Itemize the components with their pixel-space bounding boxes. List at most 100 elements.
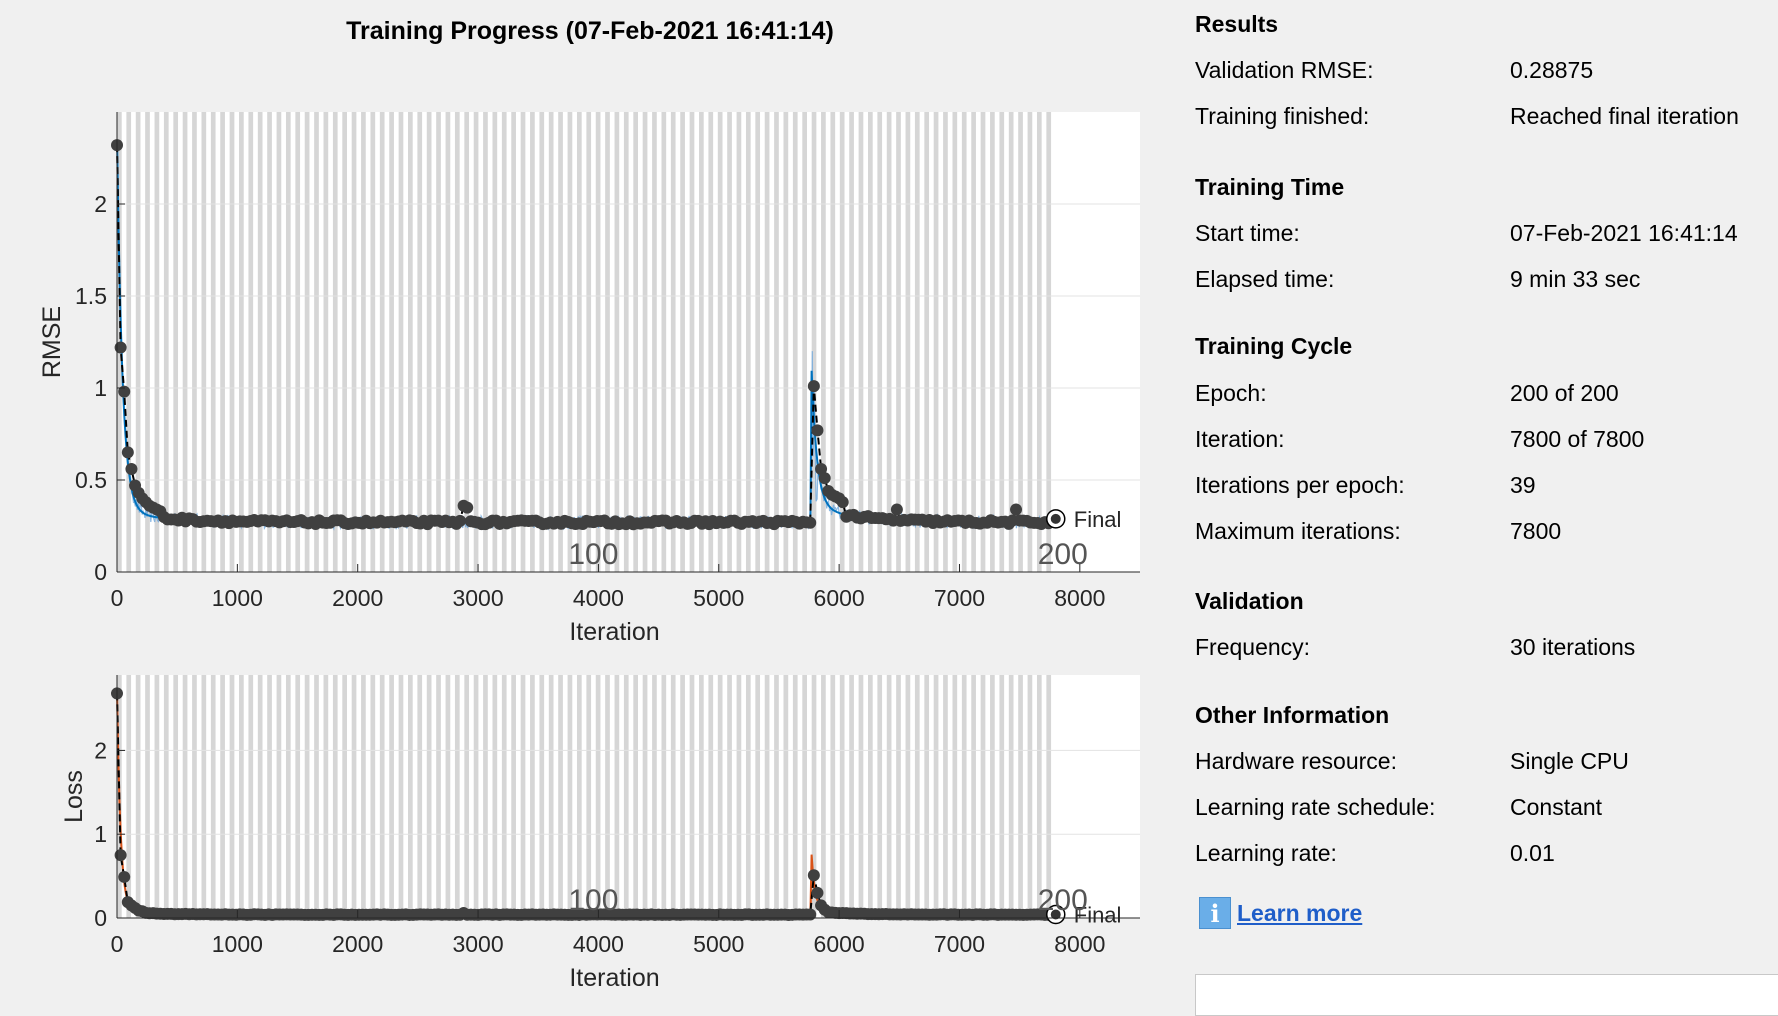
hardware-resource-value: Single CPU (1510, 748, 1629, 774)
loss-epoch-band (924, 675, 930, 918)
loss-epoch-label: 100 (568, 884, 618, 917)
rmse-epoch-band (248, 112, 254, 572)
rmse-epoch-band (811, 112, 817, 572)
loss-epoch-band (952, 675, 958, 918)
elapsed-time-label: Elapsed time: (1195, 266, 1335, 292)
rmse-epoch-band (501, 112, 507, 572)
loss-epoch-band (548, 675, 554, 918)
rmse-epoch-band (351, 112, 357, 572)
loss-epoch-band (858, 675, 864, 918)
rmse-epoch-band (492, 112, 498, 572)
loss-epoch-band (745, 675, 751, 918)
loss-epoch-band (126, 675, 132, 918)
rmse-epoch-band (699, 112, 704, 572)
loss-epoch-band (323, 675, 329, 918)
rmse-epoch-band (408, 112, 413, 572)
loss-epoch-band (821, 675, 826, 918)
rmse-epoch-band (567, 112, 573, 572)
rmse-epoch-band (285, 112, 291, 572)
rmse-validation-point (454, 514, 467, 527)
loss-epoch-band (614, 675, 620, 918)
loss-epoch-band (652, 675, 657, 918)
rmse-x-tick-label: 7000 (934, 585, 985, 611)
rmse-epoch-band (849, 112, 854, 572)
loss-epoch-band (661, 675, 667, 918)
rmse-epoch-band (445, 112, 451, 572)
rmse-y-tick-label: 0 (94, 559, 107, 585)
loss-epoch-band (586, 675, 592, 918)
loss-epoch-band (886, 675, 892, 918)
loss-epoch-band (445, 675, 451, 918)
loss-epoch-band (473, 675, 479, 918)
loss-epoch-band (314, 675, 319, 918)
rmse-epoch-band (436, 112, 441, 572)
rmse-epoch-band (680, 112, 685, 572)
rmse-x-tick-label: 3000 (452, 585, 503, 611)
loss-epoch-band (699, 675, 704, 918)
rmse-epoch-band (548, 112, 554, 572)
learn-more-link[interactable]: i Learn more (1199, 897, 1362, 929)
rmse-epoch-band (877, 112, 883, 572)
loss-epoch-band (990, 675, 995, 918)
rmse-final-marker-dot (1050, 513, 1061, 524)
start-time-label: Start time: (1195, 220, 1300, 246)
rmse-epoch-band (464, 112, 470, 572)
rmse-validation-point (1010, 503, 1023, 516)
training-time-heading: Training Time (1195, 174, 1345, 200)
rmse-epoch-band (952, 112, 958, 572)
learning-rate-schedule-label: Learning rate schedule: (1195, 794, 1436, 820)
loss-epoch-band (304, 675, 310, 918)
rmse-epoch-band (642, 112, 648, 572)
loss-x-tick-label: 4000 (573, 931, 624, 957)
iterations-per-epoch-label: Iterations per epoch: (1195, 472, 1405, 498)
rmse-epoch-band (717, 112, 723, 572)
rmse-validation-point (125, 462, 138, 475)
rmse-validation-point (807, 380, 820, 393)
max-iterations-label: Maximum iterations: (1195, 518, 1401, 544)
rmse-epoch-band (389, 112, 394, 572)
loss-epoch-band (436, 675, 441, 918)
rmse-epoch-band (530, 112, 535, 572)
rmse-epoch-band (914, 112, 920, 572)
loss-epoch-band (182, 675, 188, 918)
learning-rate-schedule-value: Constant (1510, 794, 1603, 820)
loss-epoch-band (483, 675, 488, 918)
rmse-epoch-band (943, 112, 948, 572)
rmse-y-tick-label: 1.5 (75, 283, 107, 309)
loss-epoch-band (783, 675, 789, 918)
loss-epoch-band (276, 675, 282, 918)
rmse-epoch-band (727, 112, 732, 572)
rmse-epoch-band (623, 112, 629, 572)
loss-epoch-band (342, 675, 347, 918)
rmse-epoch-band (1018, 112, 1023, 572)
loss-epoch-band (811, 675, 817, 918)
loss-y-tick-label: 1 (94, 821, 107, 847)
learn-more-label[interactable]: Learn more (1237, 899, 1363, 926)
rmse-epoch-band (539, 112, 545, 572)
loss-epoch-band (389, 675, 394, 918)
loss-epoch-band (135, 675, 141, 918)
loss-final-marker-dot (1050, 909, 1061, 920)
loss-epoch-band (755, 675, 761, 918)
loss-epoch-band (595, 675, 601, 918)
learning-rate-value: 0.01 (1510, 840, 1555, 866)
rmse-epoch-band (905, 112, 911, 572)
rmse-validation-point (118, 385, 131, 398)
iterations-per-epoch-value: 39 (1510, 472, 1536, 498)
rmse-epoch-band (755, 112, 761, 572)
rmse-epoch-label: 100 (568, 538, 618, 571)
rmse-epoch-band (933, 112, 939, 572)
loss-epoch-band (501, 675, 507, 918)
rmse-epoch-band (135, 112, 141, 572)
loss-epoch-band (1027, 675, 1033, 918)
max-iterations-value: 7800 (1510, 518, 1562, 544)
rmse-epoch-band (661, 112, 667, 572)
loss-epoch-band (379, 675, 385, 918)
rmse-epoch-band (342, 112, 347, 572)
loss-epoch-band (332, 675, 338, 918)
loss-epoch-band (1036, 675, 1042, 918)
rmse-x-tick-label: 0 (111, 585, 124, 611)
rmse-epoch-band (745, 112, 751, 572)
rmse-epoch-band (126, 112, 132, 572)
